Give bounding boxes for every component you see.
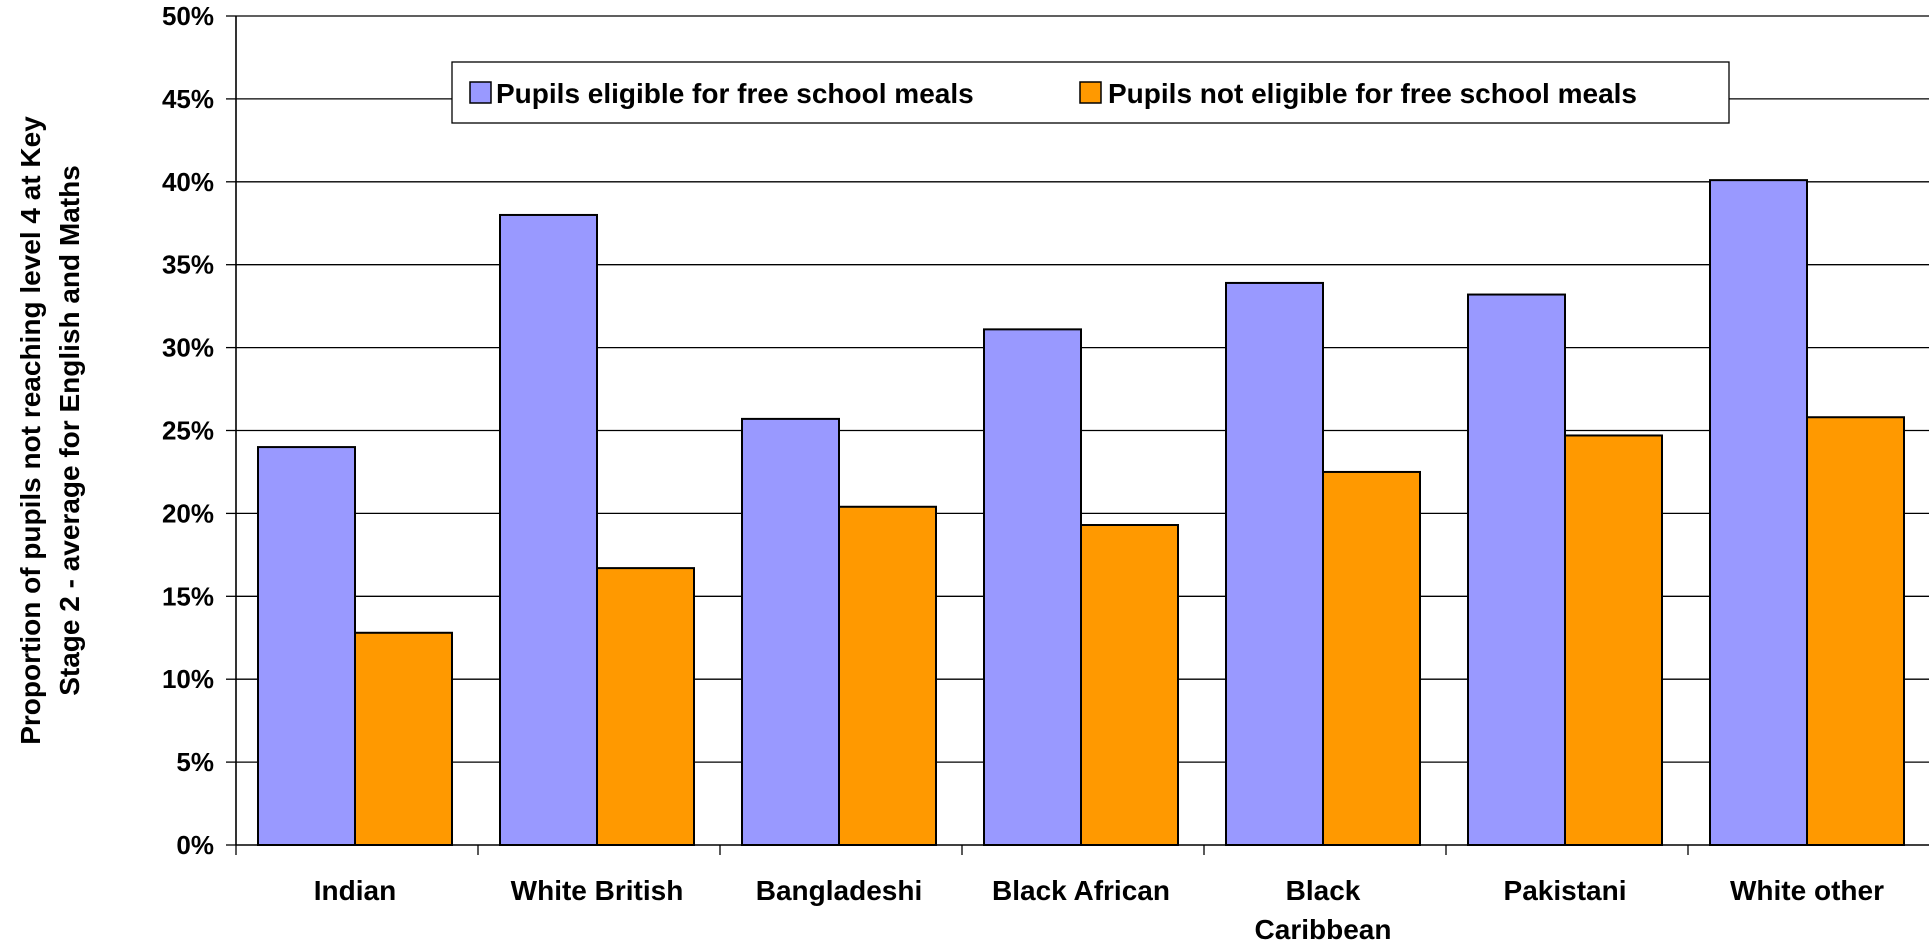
y-tick-label: 15% [162, 581, 214, 611]
x-tick-label: Bangladeshi [756, 875, 922, 906]
x-tick-label: White other [1730, 875, 1884, 906]
y-axis-title: Stage 2 - average for English and Maths [54, 165, 85, 696]
x-tick-label: Pakistani [1504, 875, 1627, 906]
x-tick-label: Caribbean [1255, 914, 1392, 945]
y-tick-label: 40% [162, 167, 214, 197]
bar [1564, 434, 1663, 846]
bar [1709, 179, 1808, 846]
y-axis-title: Proportion of pupils not reaching level … [15, 116, 46, 745]
bar [1080, 524, 1179, 846]
y-tick-label: 25% [162, 416, 214, 446]
y-tick-label: 35% [162, 250, 214, 280]
y-tick-label: 30% [162, 333, 214, 363]
legend: Pupils eligible for free school meals Pup… [451, 61, 1730, 124]
y-tick-label: 45% [162, 84, 214, 114]
y-tick-label: 5% [176, 747, 214, 777]
y-tick-label: 10% [162, 664, 214, 694]
legend-swatch [1079, 81, 1102, 104]
y-tick-label: 20% [162, 498, 214, 528]
bar [838, 505, 937, 846]
bar [1225, 281, 1324, 846]
x-tick-label: Black [1286, 875, 1361, 906]
bar [1322, 470, 1421, 846]
bar [257, 446, 356, 846]
y-tick-label: 50% [162, 1, 214, 31]
bar [596, 567, 695, 846]
bars [257, 179, 1905, 846]
bar [354, 631, 453, 846]
bar [1806, 416, 1905, 846]
bar [499, 213, 598, 846]
legend-swatch [469, 81, 492, 104]
labels: Indian White British Bangladeshi Black Afri… [15, 116, 1884, 945]
x-tick-label: Black African [992, 875, 1170, 906]
bar [983, 328, 1082, 846]
y-tick-label: 0% [176, 830, 214, 860]
bar [1467, 293, 1566, 846]
legend-label: Pupils not eligible for free school meal… [1108, 78, 1637, 109]
x-tick-label: Indian [314, 875, 396, 906]
legend-label: Pupils eligible for free school meals [496, 78, 974, 109]
x-tick-label: White British [511, 875, 684, 906]
axes: 0% 5% 10% 15% 20% 25% 30% 35% 40% 45% 50% [162, 1, 1929, 860]
bar [741, 417, 840, 846]
